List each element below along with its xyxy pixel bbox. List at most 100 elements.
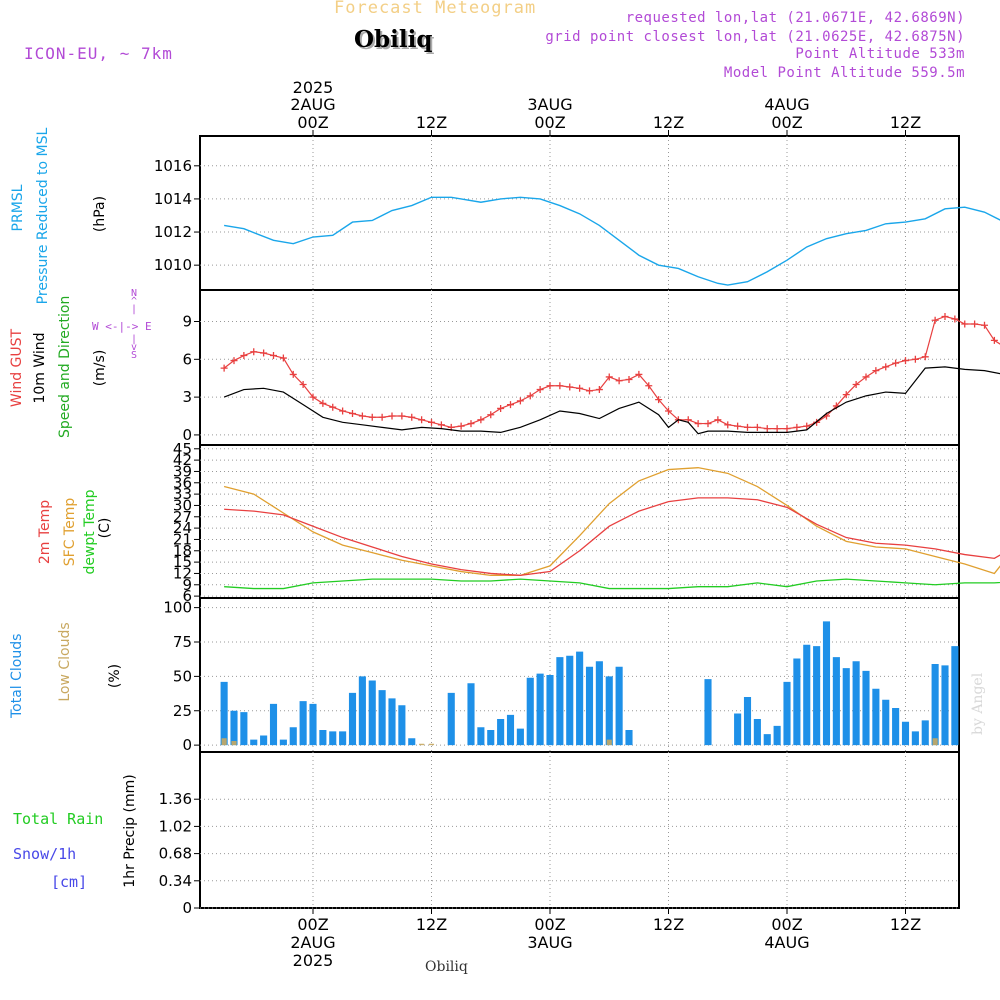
- gust-marker: [763, 425, 771, 433]
- gust-marker: [615, 377, 623, 385]
- total-cloud-bar: [329, 731, 337, 746]
- gust-marker: [299, 381, 307, 389]
- gust-marker: [477, 416, 485, 424]
- gust-marker: [586, 387, 593, 395]
- gust-marker: [990, 336, 998, 344]
- gust-marker: [487, 411, 495, 419]
- clouds-ytick-label: 100: [163, 599, 192, 617]
- gust-marker: [319, 399, 327, 407]
- gust-marker: [526, 392, 534, 400]
- gust-marker: [902, 357, 909, 365]
- gust-marker: [378, 413, 386, 421]
- total-cloud-bar: [576, 651, 584, 746]
- gust-marker: [842, 391, 850, 399]
- total-cloud-bar: [743, 697, 752, 746]
- gust-marker: [418, 416, 426, 424]
- gust-marker: [507, 401, 514, 409]
- top-hour-label: 12Z: [416, 113, 447, 132]
- total-cloud-bar: [289, 727, 297, 746]
- precip-ytick-label: 0.34: [159, 872, 192, 890]
- total-cloud-bar: [813, 646, 821, 746]
- gust-marker: [428, 418, 435, 426]
- top-date-label: 2AUG: [290, 95, 335, 114]
- pressure-ytick-label: 1016: [154, 157, 192, 175]
- total-cloud-bar: [803, 644, 811, 746]
- temp-ytick-label: 45: [173, 440, 192, 458]
- total-cloud-bar: [506, 714, 515, 746]
- clouds-ytick-label: 0: [182, 736, 192, 754]
- precip-ytick-label: 0: [182, 899, 192, 917]
- wind-ytick-label: 0: [182, 426, 192, 444]
- total-cloud-bar: [832, 657, 840, 746]
- panel-5-frame: [199, 751, 960, 909]
- station-name: Obiliq: [354, 26, 433, 53]
- total-cloud-bar: [822, 621, 831, 746]
- temp-ytick-label: 18: [173, 542, 192, 560]
- total-cloud-bar: [901, 721, 910, 746]
- gust-marker: [605, 373, 613, 381]
- gust-marker: [931, 316, 939, 324]
- total-cloud-bar: [477, 727, 485, 746]
- low-cloud-bar: [428, 743, 435, 746]
- gust-marker: [872, 367, 880, 375]
- gust-marker: [961, 320, 969, 328]
- gust-marker: [595, 386, 603, 394]
- temp-ytick-label: 21: [173, 530, 192, 548]
- temp-ytick-label: 24: [173, 519, 192, 537]
- total-cloud-bar: [773, 725, 781, 746]
- pressure-ytick-label: 1012: [154, 223, 192, 241]
- gust-marker: [329, 403, 337, 411]
- wind-speed-line: [223, 366, 1000, 435]
- total-cloud-bar: [546, 675, 554, 746]
- top-hour-label: 12Z: [653, 113, 684, 132]
- gust-marker: [230, 357, 238, 365]
- total-cloud-bar: [566, 655, 574, 746]
- gust-marker: [753, 423, 761, 431]
- precip-ytick-label: 1.36: [159, 790, 192, 808]
- total-cloud-bar: [921, 720, 929, 746]
- total-cloud-bar: [388, 698, 396, 746]
- total-cloud-bar: [704, 679, 712, 746]
- total-cloud-bar: [605, 676, 613, 746]
- pressure-ytick-label: 1010: [154, 256, 192, 274]
- top-hour-label: 00Z: [534, 113, 565, 132]
- bottom-year-label: 2025: [293, 951, 334, 970]
- gust-marker: [665, 407, 672, 415]
- gust-marker: [240, 352, 248, 360]
- gust-marker: [803, 422, 811, 430]
- temp-ytick-label: 15: [173, 553, 192, 571]
- temp2m-line: [224, 497, 1000, 576]
- dewpt-line: [224, 578, 1000, 590]
- low-cloud-bar: [932, 738, 938, 746]
- snow-unit-label: [cm]: [51, 873, 88, 891]
- low-cloud-bar: [221, 738, 227, 746]
- total-cloud-bar: [526, 677, 534, 746]
- bottom-hour-label: 12Z: [416, 915, 447, 934]
- gust-marker: [882, 363, 890, 371]
- total-cloud-bar: [240, 712, 248, 746]
- wind-ytick-label: 9: [182, 313, 192, 331]
- gust-marker: [744, 423, 751, 431]
- model-name: ICON-EU, ~ 7km: [24, 44, 173, 63]
- gust-marker: [279, 354, 287, 362]
- gust-marker: [704, 420, 712, 428]
- gust-marker: [250, 348, 258, 356]
- total-cloud-bar: [872, 688, 880, 746]
- total-cloud-bar: [941, 665, 949, 746]
- total-cloud-bar: [497, 719, 505, 746]
- gust-marker: [892, 359, 900, 367]
- gust-marker: [516, 397, 524, 405]
- total-cloud-bar: [793, 658, 801, 746]
- clouds-ytick-label: 50: [173, 667, 192, 685]
- low-cloud-bar: [606, 739, 612, 746]
- total-cloud-bar: [339, 731, 347, 746]
- requested-coordinates: requested lon,lat (21.0671E, 42.6869N): [625, 10, 965, 26]
- gust-marker: [783, 425, 791, 433]
- gust-marker: [536, 386, 544, 394]
- gridpoint-coordinates: grid point closest lon,lat (21.0625E, 42…: [545, 29, 965, 45]
- gust-marker: [951, 315, 959, 323]
- gust-marker: [457, 422, 465, 430]
- precip-ytick-label: 0.68: [159, 845, 192, 863]
- total-cloud-bar: [931, 664, 939, 746]
- total-cloud-bar: [862, 670, 870, 746]
